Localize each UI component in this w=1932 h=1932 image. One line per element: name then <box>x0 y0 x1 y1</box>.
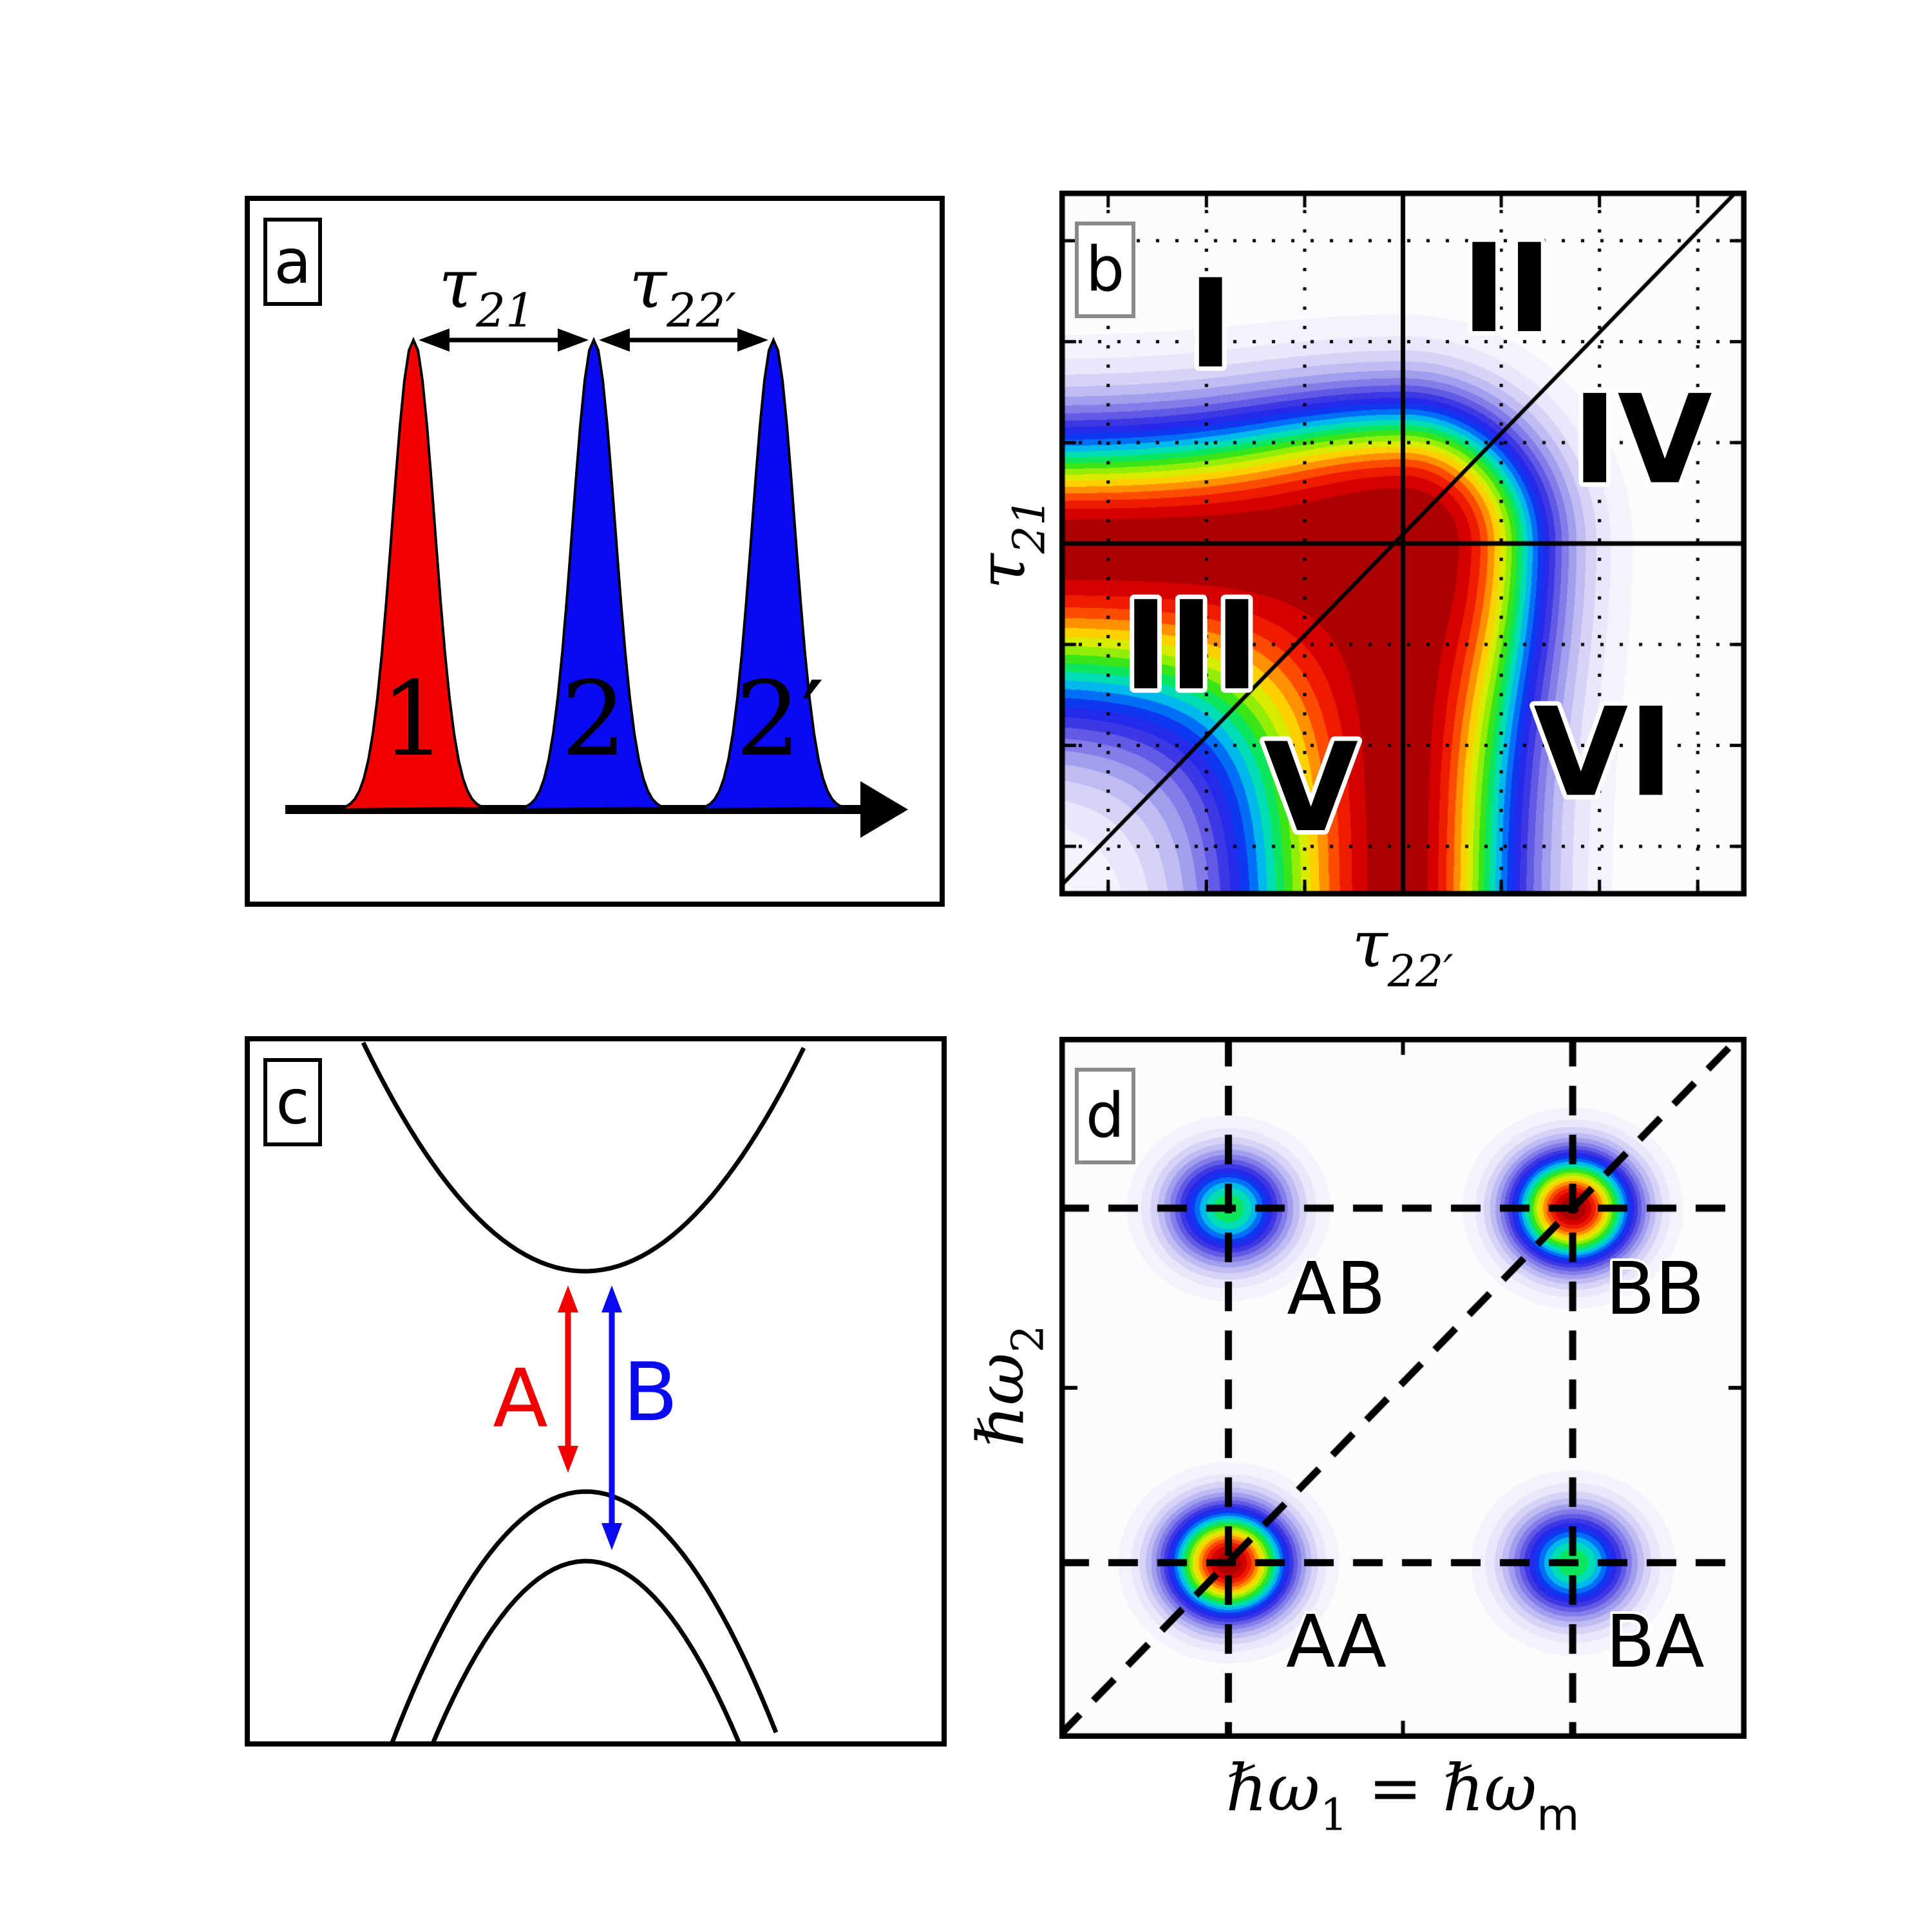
peak-label-BB: BB <box>1605 1247 1705 1331</box>
pulse-2′ <box>700 336 846 811</box>
arrowhead <box>558 1446 578 1473</box>
panel-b-xlabel-tau: τ <box>1352 907 1388 982</box>
panel-b-ylabel-sub: 21 <box>1004 498 1056 554</box>
panel-b-y-axis-label: τ21 <box>965 498 1056 589</box>
arrowhead <box>601 1523 622 1550</box>
panel-d-xlabel-sub1: 1 <box>1320 1790 1348 1841</box>
arrowhead <box>737 328 768 352</box>
panel-b-ylabel-tau: τ <box>964 553 1040 589</box>
panel-d-corner-box: d <box>1075 1068 1135 1164</box>
panel-b-corner-box: b <box>1075 222 1135 318</box>
peak-label-BA: BA <box>1605 1600 1704 1684</box>
panel-d-y-axis-label: ℏω2 <box>963 1325 1054 1446</box>
arrowhead <box>601 1285 622 1312</box>
peak-label-AA: AA <box>1286 1600 1387 1684</box>
arrowhead <box>599 328 630 352</box>
region-label-V: V <box>1264 717 1358 859</box>
panel-b-xlabel-sub: 22′ <box>1387 946 1454 998</box>
panel-a-drawing: 1 2 2′ τ21 τ22′ <box>285 245 908 838</box>
region-label-I: I <box>1188 253 1233 395</box>
transition-label-A: A <box>493 1352 548 1446</box>
panel-a-corner-box: a <box>263 218 322 306</box>
delay-label-tau22p: τ22′ <box>629 245 736 337</box>
region-label-VI: VI <box>1533 681 1674 824</box>
equals-sign: = <box>1347 1750 1443 1826</box>
arrowhead <box>419 328 450 352</box>
panel-d-spectrum-canvas <box>1059 1037 1747 1739</box>
panel-d-ylabel-sub: 2 <box>1003 1325 1054 1353</box>
panel-a-corner-label: a <box>274 226 312 298</box>
region-label-II: II <box>1461 218 1552 360</box>
valence-band-B-curve <box>431 1558 741 1741</box>
panel-d-label-layer: AB BB AA BA <box>1283 1245 1707 1687</box>
panel-d-ylabel-hw: ℏω <box>963 1352 1039 1447</box>
panel-d-xlabel-subm: m <box>1537 1790 1580 1841</box>
panel-d-corner-label: d <box>1085 1081 1125 1151</box>
pulse-label-2: 2 <box>561 659 627 779</box>
arrowhead <box>860 781 908 838</box>
panel-d-2d-spectrum: AB BB AA BA d <box>1059 1037 1747 1739</box>
panel-d-x-axis-label: ℏω1 = ℏωm <box>1226 1750 1580 1841</box>
delay-label-tau21: τ21 <box>439 245 535 337</box>
pulse-label-2′: 2′ <box>735 659 824 779</box>
region-label-IV: IV <box>1572 369 1712 511</box>
arrowhead <box>558 1285 578 1312</box>
panel-b-delay-map: I II III IV V VI b <box>1059 191 1747 896</box>
panel-d-xlabel-hw1: ℏω <box>1226 1750 1320 1826</box>
pulse-2 <box>520 336 667 811</box>
panel-c-corner-box: c <box>263 1058 322 1146</box>
transition-label-B: B <box>623 1346 678 1439</box>
arrowhead <box>558 328 589 352</box>
panel-b-corner-label: b <box>1085 234 1125 305</box>
pulse-label-1: 1 <box>381 659 446 779</box>
region-label-III: III <box>1123 575 1260 717</box>
panel-c-corner-label: c <box>276 1066 310 1138</box>
panel-b-contour-canvas <box>1059 191 1747 896</box>
conduction-band-curve <box>361 1041 806 1274</box>
panel-d-xlabel-hw2: ℏω <box>1443 1750 1537 1826</box>
valence-band-A-curve <box>390 1489 779 1741</box>
pulse-1 <box>340 336 486 811</box>
peak-label-AB: AB <box>1287 1247 1385 1331</box>
panel-a-pulse-sequence: a 1 2 2′ τ21 τ22′ <box>245 196 945 907</box>
panel-b-x-axis-label: τ22′ <box>1352 907 1453 998</box>
